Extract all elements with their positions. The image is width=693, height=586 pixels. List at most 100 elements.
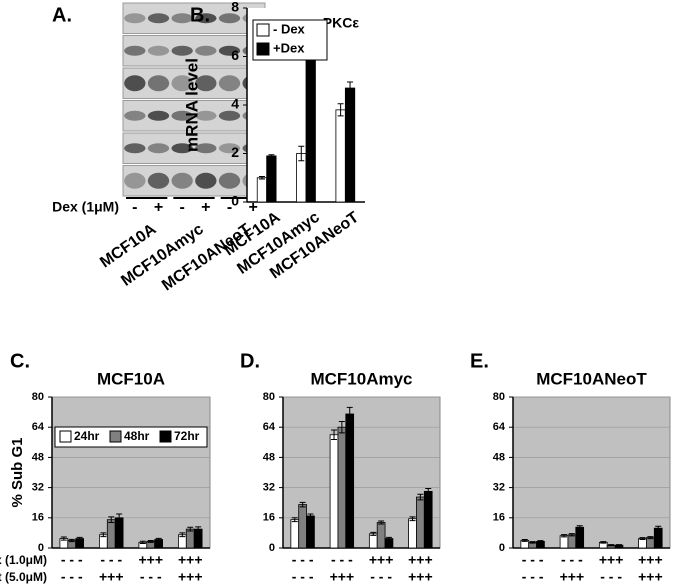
blot-strip: [122, 67, 266, 99]
blot-band: [171, 75, 193, 92]
bar: [305, 36, 316, 203]
error-bar: [417, 493, 424, 501]
error-bar: [655, 525, 662, 531]
y-tick-label: 16: [263, 512, 275, 524]
blot-band: [147, 110, 170, 121]
bar: [344, 87, 356, 203]
bar: [185, 528, 195, 549]
legend-label: - Dex: [273, 21, 306, 36]
row-sign: +++: [138, 552, 163, 568]
bar: [337, 426, 347, 549]
y-tick-label: 16: [32, 512, 44, 524]
bar: [423, 490, 433, 549]
row-sign: - - -: [522, 552, 544, 568]
panel-label: A.: [52, 4, 72, 26]
blot-band: [171, 13, 193, 24]
blot-band: [171, 172, 193, 189]
y-tick-label: 32: [263, 482, 275, 494]
bar: [376, 522, 386, 549]
row-sign: - - -: [292, 569, 314, 585]
y-tick-label: 32: [32, 482, 44, 494]
dex-sign: +: [201, 199, 210, 216]
error-bar: [561, 534, 568, 538]
error-bar: [385, 536, 392, 541]
row-sign: - - -: [561, 552, 583, 568]
blot-band: [195, 143, 217, 154]
y-axis-label: mRNA level: [182, 58, 201, 152]
error-bar: [139, 540, 146, 544]
blot-strip: [122, 35, 266, 67]
error-bar: [409, 516, 416, 522]
bar: [646, 537, 655, 549]
error-bar: [370, 531, 377, 536]
error-bar: [331, 429, 338, 440]
bar: [266, 155, 277, 203]
bar: [306, 515, 315, 549]
error-bar: [147, 539, 154, 543]
error-bar: [346, 406, 353, 422]
panel-label: C.: [10, 350, 30, 372]
legend-label: 48hr: [124, 429, 150, 443]
error-bar: [268, 154, 275, 158]
error-bar: [100, 532, 107, 538]
error-bar: [307, 513, 314, 519]
error-bar: [155, 537, 162, 542]
blot-band: [124, 172, 146, 189]
error-bar: [195, 526, 202, 532]
error-bar: [68, 538, 75, 543]
error-bar: [568, 533, 575, 537]
y-tick-label: 48: [32, 451, 44, 463]
legend-swatch: [256, 23, 270, 37]
row-sign: +++: [638, 552, 663, 568]
row-sign: +++: [408, 569, 433, 585]
blot-band: [147, 45, 170, 56]
blot-band: [195, 172, 217, 189]
row-sign: - - -: [292, 552, 314, 568]
row-sign: - - -: [61, 552, 83, 568]
dex-sign: -: [180, 199, 185, 216]
bar: [416, 496, 425, 549]
panel-label: E.: [470, 350, 489, 372]
error-bar: [347, 81, 354, 95]
row-sign: - - -: [370, 569, 392, 585]
blot-band: [218, 75, 241, 92]
row-sign: +++: [99, 569, 124, 585]
bar: [335, 109, 346, 203]
bar: [290, 519, 300, 549]
blot-band: [147, 13, 170, 24]
blot-band: [195, 45, 217, 56]
blot-strip: [122, 2, 266, 34]
legend-label: 72hr: [174, 429, 200, 443]
blot-band: [171, 110, 193, 121]
blot-band: [124, 13, 146, 24]
bar: [114, 517, 124, 549]
plot-area: [512, 396, 671, 549]
bar: [575, 526, 585, 549]
y-tick-label: 16: [493, 512, 505, 524]
bar: [368, 533, 378, 549]
error-bar: [537, 540, 544, 543]
error-bar: [378, 520, 385, 525]
bar: [106, 519, 116, 549]
row-sign: +++: [178, 569, 203, 585]
row-sign: +++: [560, 569, 585, 585]
blot-strip: [122, 165, 266, 197]
y-axis-label: % Sub G1: [9, 437, 26, 507]
bar: [329, 434, 339, 549]
error-bar: [116, 513, 123, 523]
blot-band: [147, 143, 170, 154]
y-tick-label: 4: [231, 96, 239, 112]
y-tick-label: 64: [32, 421, 45, 433]
bar: [298, 504, 307, 549]
legend-swatch: [109, 430, 122, 443]
chart-title: MCF10Amyc: [310, 369, 412, 388]
row-sign: - - -: [331, 552, 353, 568]
row-sign: +++: [408, 552, 433, 568]
error-bar: [187, 526, 194, 532]
row-sign: +++: [599, 552, 624, 568]
legend-swatch: [59, 430, 72, 443]
blot-band: [147, 75, 170, 92]
error-bar: [647, 536, 654, 540]
y-tick-label: 8: [231, 0, 239, 15]
